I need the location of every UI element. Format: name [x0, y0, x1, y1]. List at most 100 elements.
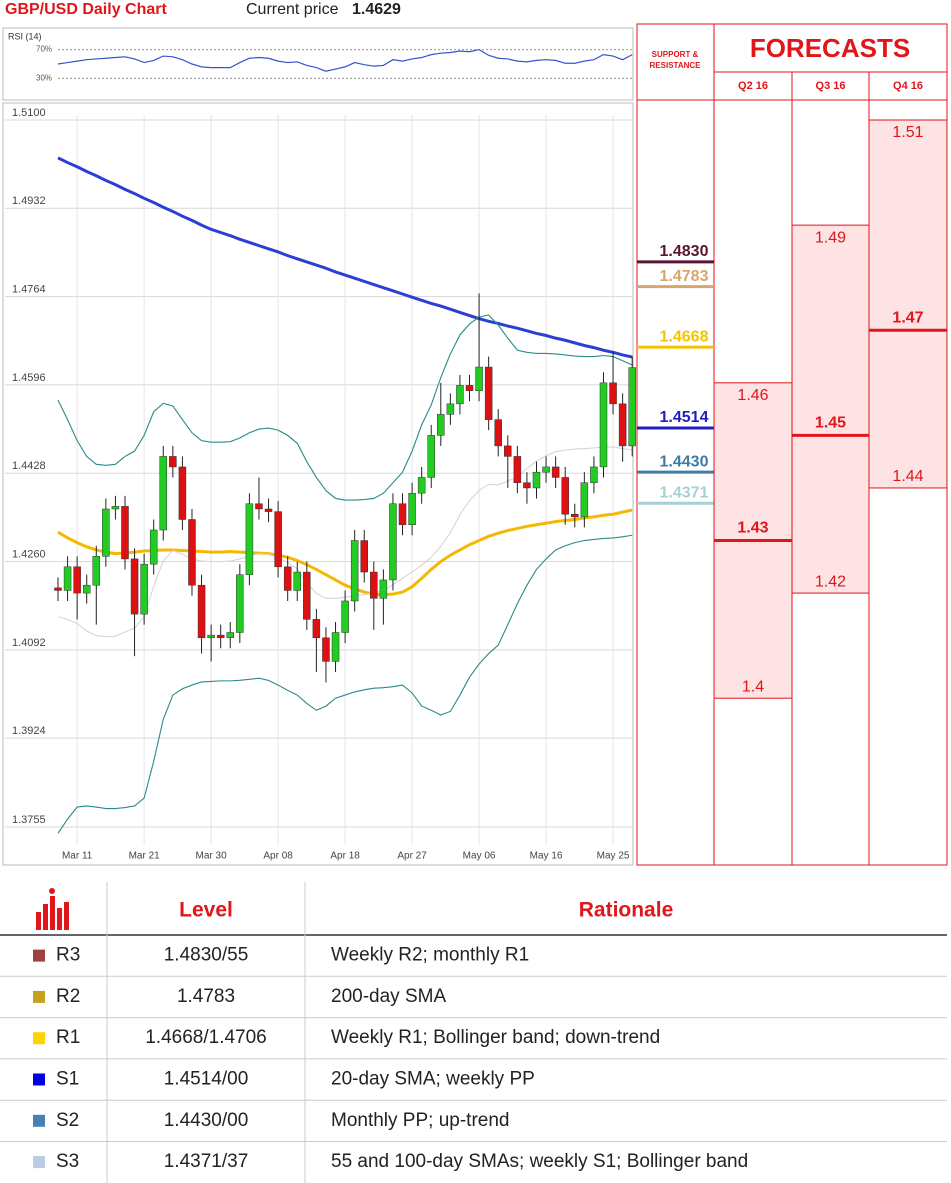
candle-body [628, 367, 636, 447]
row-swatch [33, 949, 45, 962]
candle-body [159, 456, 168, 531]
candle-body [303, 571, 311, 620]
row-swatch [33, 1073, 45, 1086]
y-tick-label: 1.4764 [12, 284, 46, 296]
y-tick-label: 1.4932 [12, 195, 46, 207]
candle-body [370, 571, 378, 599]
candle-body [408, 492, 416, 526]
candle-body [236, 574, 244, 633]
median-label: 1.43 [737, 520, 768, 537]
candle-body [283, 566, 292, 591]
column-header: Level [179, 899, 233, 922]
candle-body [360, 540, 368, 573]
row-rationale: Weekly R1; Bollinger band; down-trend [331, 1027, 660, 1048]
high-label: 1.49 [815, 229, 846, 246]
level-label: 1.4830 [660, 243, 709, 260]
candle-body [446, 403, 455, 415]
rsi-tick-label: 30% [36, 74, 52, 83]
candle-body [140, 563, 148, 615]
x-tick-label: Apr 18 [330, 851, 360, 862]
candle-body [82, 584, 91, 594]
candle-body [322, 637, 330, 662]
candle-body [513, 456, 522, 483]
median-label: 1.45 [815, 415, 846, 432]
candle-body [63, 566, 72, 591]
candle-body [207, 634, 215, 639]
x-tick-label: May 25 [597, 851, 630, 862]
candle-body [504, 445, 512, 457]
median-label: 1.47 [892, 309, 923, 326]
forecast-range [868, 119, 948, 489]
forecast-range [791, 224, 870, 594]
y-tick-label: 1.4260 [12, 548, 46, 560]
row-name: R1 [56, 1027, 80, 1048]
quarter-label: Q4 16 [893, 80, 923, 92]
column-header: Rationale [579, 899, 674, 922]
y-tick-label: 1.3924 [12, 725, 46, 737]
candle-body [92, 556, 101, 586]
overlay-line [57, 156, 633, 359]
candle-body [245, 503, 254, 575]
levels-title: SUPPORT & [652, 50, 699, 59]
high-label: 1.51 [892, 124, 923, 141]
candle-body [293, 571, 301, 591]
candle-body [54, 587, 62, 591]
candle-body [379, 579, 388, 599]
price-label: Current price [246, 1, 339, 18]
y-tick-label: 1.4596 [12, 372, 46, 384]
candle-body [149, 529, 158, 565]
candle-body [178, 466, 187, 520]
row-swatch [33, 1114, 45, 1127]
row-name: R3 [56, 945, 80, 966]
candle-body [102, 508, 110, 557]
row-swatch [33, 1156, 45, 1169]
candle-body [331, 632, 340, 662]
quarter-label: Q3 16 [816, 80, 846, 92]
candle-body [437, 414, 445, 436]
row-level: 1.4668/1.4706 [145, 1027, 267, 1048]
high-label: 1.46 [737, 387, 768, 404]
rsi-line [57, 48, 633, 72]
candle-body [197, 584, 206, 639]
x-tick-label: May 16 [530, 851, 563, 862]
candle-body [216, 634, 225, 639]
row-level: 1.4430/00 [164, 1110, 249, 1131]
low-label: 1.44 [892, 468, 923, 485]
x-tick-label: Mar 11 [62, 851, 93, 862]
low-label: 1.42 [815, 573, 846, 590]
forecast-title: FORECASTS [750, 33, 910, 63]
rsi-frame [2, 27, 634, 101]
row-level: 1.4830/55 [164, 945, 249, 966]
candle-body [255, 503, 263, 510]
candle-body [111, 506, 120, 510]
candle-body [398, 503, 407, 526]
candle-body [494, 419, 502, 447]
price: 1.4629 [352, 1, 401, 18]
row-rationale: 55 and 100-day SMAs; weekly S1; Bollinge… [331, 1151, 748, 1172]
candle-body [226, 632, 235, 639]
overlay-line [57, 314, 633, 501]
candle-body [580, 482, 589, 518]
x-tick-label: May 06 [463, 851, 496, 862]
candle-body [341, 600, 349, 633]
candle-body [188, 519, 196, 586]
row-name: S3 [56, 1151, 79, 1172]
candle-body [590, 466, 598, 483]
level-label: 1.4430 [660, 453, 709, 470]
row-name: R2 [56, 986, 80, 1007]
row-swatch [33, 990, 45, 1003]
x-tick-label: Apr 27 [397, 851, 427, 862]
level-label: 1.4514 [660, 409, 709, 426]
level-label: 1.4371 [660, 484, 709, 501]
low-label: 1.4 [742, 678, 764, 695]
y-tick-label: 1.4428 [12, 460, 46, 472]
candle-body [350, 540, 359, 602]
title: GBP/USD Daily Chart [5, 1, 167, 18]
row-rationale: 20-day SMA; weekly PP [331, 1069, 535, 1090]
rsi-tick-label: 70% [36, 45, 52, 54]
candle-body [274, 511, 282, 568]
quarter-label: Q2 16 [738, 80, 768, 92]
candle-body [130, 558, 139, 615]
candle-body [312, 619, 321, 639]
